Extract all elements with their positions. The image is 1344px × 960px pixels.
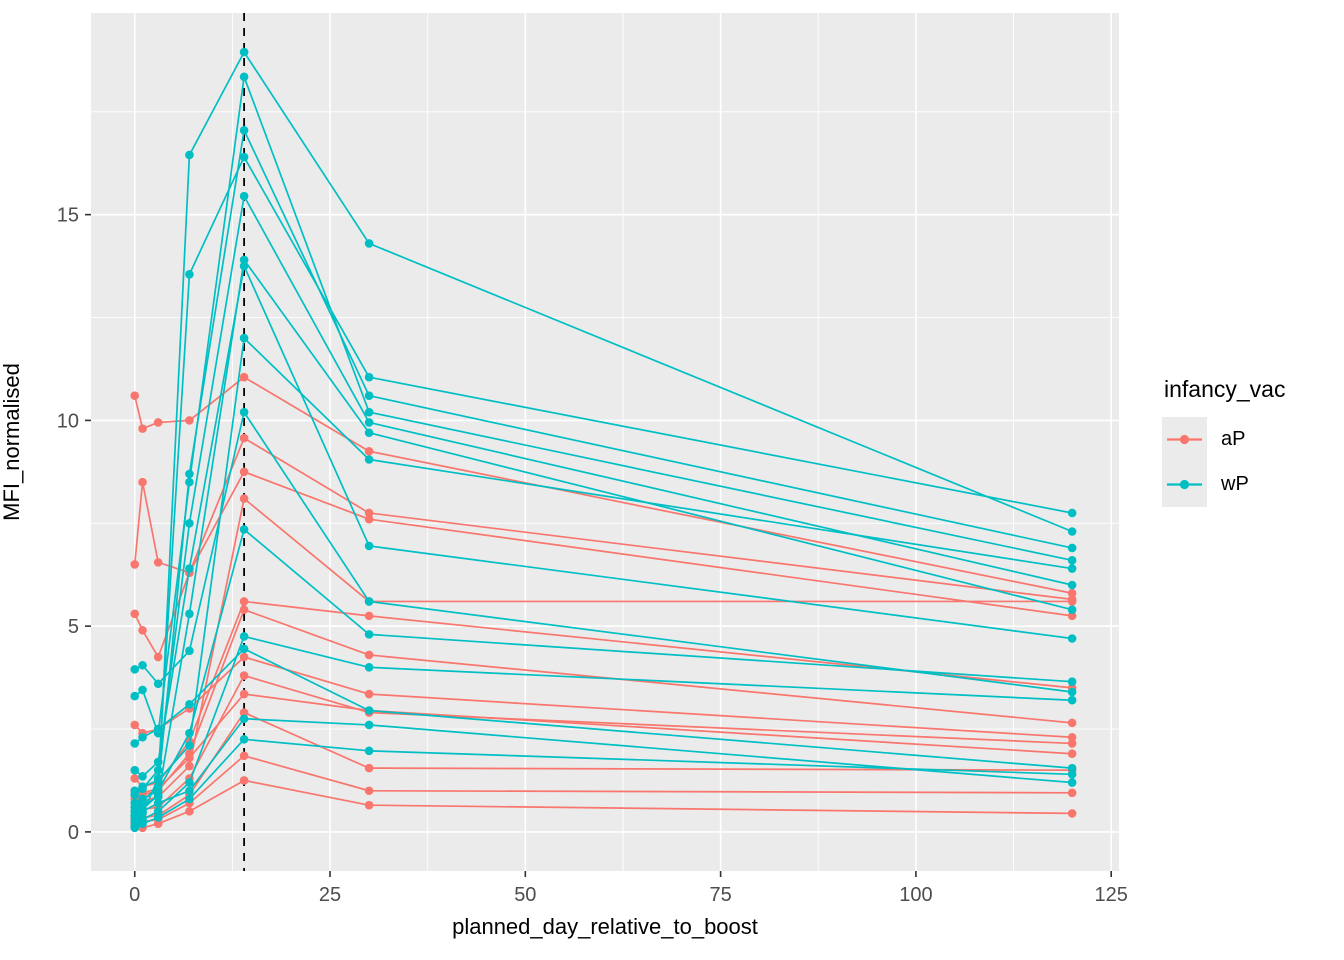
series-aP-01	[130, 372, 1077, 598]
svg-text:0: 0	[68, 822, 79, 844]
axis-ticks: 0 25 50 75 100 125 0 5 10 15	[57, 205, 1128, 906]
series-wP-08	[130, 333, 1077, 796]
series-wP-06	[130, 255, 1077, 816]
legend-item-aP: aP	[1162, 417, 1342, 462]
legend-label-aP: aP	[1221, 428, 1246, 450]
svg-text:0: 0	[129, 884, 140, 906]
svg-text:25: 25	[319, 884, 341, 906]
svg-text:50: 50	[514, 884, 536, 906]
svg-text:10: 10	[57, 410, 79, 432]
y-axis-title: MFI_normalised	[0, 363, 24, 521]
series-wP-07	[130, 261, 1077, 781]
legend-item-wP: wP	[1162, 462, 1342, 507]
series-wP-13	[130, 407, 1077, 697]
legend-key-aP-icon	[1162, 417, 1207, 462]
svg-text:125: 125	[1095, 884, 1128, 906]
series-wP-12	[130, 714, 1077, 820]
svg-text:5: 5	[68, 616, 79, 638]
svg-text:100: 100	[899, 884, 932, 906]
series-wP-11	[130, 644, 1077, 773]
svg-text:15: 15	[57, 205, 79, 227]
panel-background	[91, 13, 1119, 871]
legend-label-wP: wP	[1221, 473, 1249, 495]
legend-title: infancy_vac	[1164, 376, 1286, 402]
series-wP-09	[130, 525, 1077, 808]
legend: infancy_vac aP wP	[1162, 376, 1342, 507]
x-axis-title: planned_day_relative_to_boost	[452, 914, 758, 939]
series-wP-14	[130, 735, 1077, 833]
svg-text:75: 75	[709, 884, 731, 906]
legend-key-wP-icon	[1162, 462, 1207, 507]
